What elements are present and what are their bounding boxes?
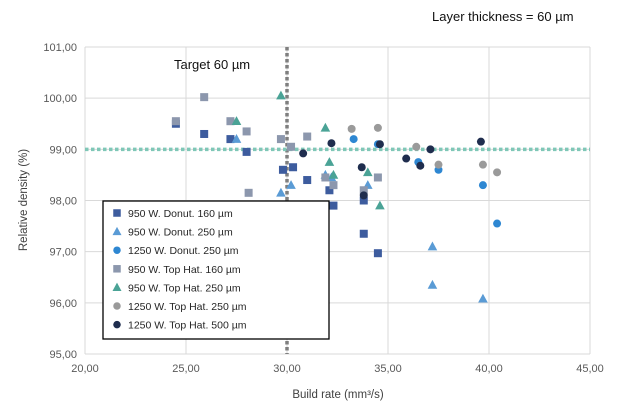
legend-label: 950 W. Top Hat. 160 µm [128, 264, 241, 276]
data-point [226, 117, 235, 126]
data-point [359, 186, 368, 195]
legend-label: 1250 W. Top Hat. 250 µm [128, 301, 247, 313]
legend-marker [112, 226, 122, 236]
y-tick-label: 95,00 [49, 349, 77, 361]
data-point [244, 188, 253, 197]
data-point [493, 219, 502, 228]
y-tick-label: 101,00 [43, 42, 77, 54]
data-point [476, 137, 485, 146]
data-point [375, 140, 384, 149]
legend-label: 950 W. Donut. 160 µm [128, 208, 233, 220]
data-point [200, 93, 209, 102]
data-point [327, 139, 336, 148]
data-point [359, 229, 368, 238]
legend-label: 1250 W. Donut. 250 µm [128, 245, 239, 257]
y-tick-label: 96,00 [49, 298, 77, 310]
data-point [276, 187, 286, 197]
y-tick-label: 100,00 [43, 93, 77, 105]
data-point [416, 161, 425, 170]
data-point [427, 241, 438, 251]
data-point [231, 116, 242, 125]
y-tick-labels: 95,00 96,00 97,00 98,00 99,00 100,00 101,00 [43, 42, 77, 361]
y-tick-label: 99,00 [49, 144, 77, 156]
data-point [286, 180, 296, 189]
data-point [200, 129, 209, 138]
data-point [349, 135, 358, 144]
data-point [363, 167, 373, 177]
data-point [325, 186, 334, 195]
data-point [478, 293, 488, 303]
data-point [478, 181, 487, 190]
legend-marker [113, 302, 121, 310]
data-point [402, 154, 411, 163]
x-tick-label: 20,00 [71, 363, 99, 375]
data-point [478, 160, 487, 169]
data-point [426, 145, 435, 154]
legend-box [102, 200, 330, 340]
x-tick-label: 25,00 [172, 363, 200, 375]
data-point [373, 249, 382, 258]
series-6 [347, 123, 502, 177]
data-point [329, 181, 338, 190]
data-point [287, 142, 296, 151]
data-point [278, 165, 287, 174]
data-point [373, 123, 382, 132]
y-tick-label: 97,00 [49, 247, 77, 259]
data-point [320, 122, 331, 132]
x-axis-title: Build rate (mm³/s) [292, 389, 384, 401]
legend-marker [113, 246, 121, 254]
reference-lines [85, 47, 590, 354]
legend-marker [113, 320, 121, 329]
x-tick-label: 40,00 [475, 363, 503, 375]
data-point [289, 163, 298, 172]
y-tick-label: 98,00 [49, 196, 77, 208]
legend-label: 950 W. Donut. 250 µm [128, 227, 233, 239]
target-label: Target 60 µm [174, 57, 250, 72]
data-points [171, 90, 502, 303]
data-point [242, 127, 251, 136]
data-point [347, 124, 356, 133]
data-point [359, 191, 368, 200]
data-point [324, 157, 335, 166]
legend-marker [113, 265, 121, 273]
y-axis-title: Relative density (%) [18, 149, 30, 251]
data-point [171, 117, 180, 126]
series-4 [171, 93, 382, 197]
x-tick-label: 30,00 [273, 363, 301, 375]
data-point [375, 200, 385, 210]
x-tick-label: 35,00 [374, 363, 402, 375]
x-tick-label: 45,00 [576, 363, 604, 375]
data-point [357, 163, 366, 172]
data-point [303, 176, 312, 185]
data-point [276, 90, 286, 100]
data-point [412, 142, 421, 151]
legend-label: 1250 W. Top Hat. 500 µm [128, 320, 247, 332]
data-point [303, 132, 312, 141]
data-point [242, 147, 251, 156]
data-point [359, 196, 368, 205]
data-point [328, 169, 339, 179]
legend-marker [113, 209, 121, 217]
data-point [299, 149, 308, 158]
data-point [276, 135, 285, 144]
data-point [231, 134, 242, 143]
data-point [321, 173, 330, 182]
legend: 950 W. Donut. 160 µm 950 W. Donut. 250 µm… [102, 200, 330, 340]
data-point [373, 173, 382, 182]
data-point [434, 160, 443, 169]
x-tick-labels: 20,00 25,00 30,00 35,00 40,00 45,00 [71, 363, 604, 375]
legend-label: 950 W. Top Hat. 250 µm [128, 282, 241, 294]
series-5 [231, 90, 385, 210]
data-point [226, 135, 235, 144]
data-point [493, 168, 502, 177]
series-7 [299, 137, 485, 200]
data-point [427, 279, 438, 289]
corner-note: Layer thickness = 60 µm [432, 9, 574, 24]
legend-marker [112, 282, 122, 291]
data-point [329, 201, 338, 210]
